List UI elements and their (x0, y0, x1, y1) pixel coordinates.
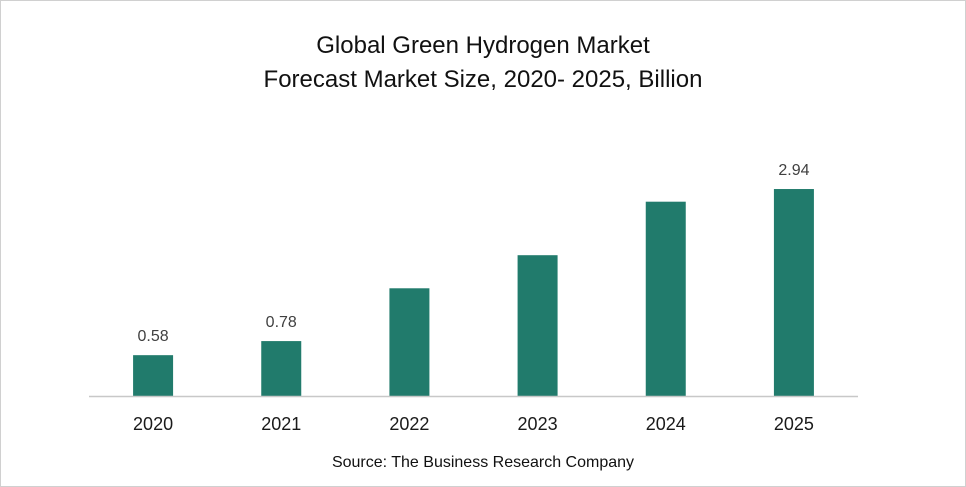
x-tick-label: 2024 (646, 414, 686, 434)
source-note: Source: The Business Research Company (331, 454, 635, 471)
bar-2024 (645, 201, 686, 396)
bar-2023 (517, 255, 558, 396)
chart-subtitle: Forecast Market Size, 2020- 2025, Billio… (263, 66, 703, 93)
data-label-2021: 0.78 (266, 314, 297, 331)
x-tick-label: 2025 (774, 414, 814, 434)
chart-title: Global Green Hydrogen Market (316, 32, 650, 59)
bars-layer (133, 189, 814, 396)
x-tick-label: 2023 (518, 414, 558, 434)
labels-layer: 2020 0.58 2021 0.78 2022 2023 2024 2025 2.94 (133, 162, 814, 434)
bar-2022 (389, 288, 430, 396)
data-label-2020: 0.58 (138, 328, 169, 345)
bar-2021 (261, 341, 302, 396)
data-label-2025: 2.94 (778, 162, 809, 179)
bar-2025 (773, 189, 814, 396)
x-tick-label: 2020 (133, 414, 173, 434)
bar-2020 (133, 355, 174, 396)
x-tick-label: 2021 (261, 414, 301, 434)
x-tick-label: 2022 (389, 414, 429, 434)
chart-title-block: Global Green Hydrogen Market Forecast Ma… (1, 29, 965, 97)
